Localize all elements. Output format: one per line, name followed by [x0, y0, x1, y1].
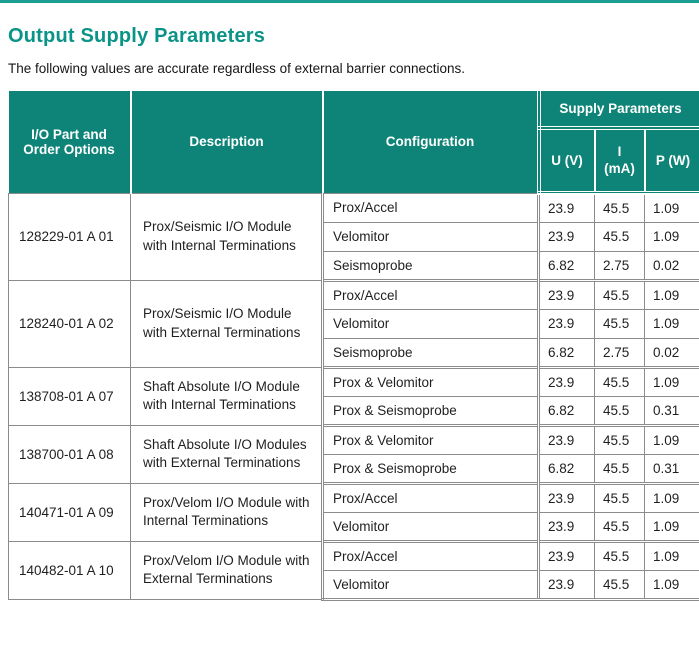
column-header-part: I/O Part and Order Options	[8, 91, 131, 193]
u-value-cell: 6.82	[537, 453, 595, 484]
table-row: Velomitor 23.9 45.5 1.09	[9, 569, 699, 601]
i-value-cell: 45.5	[594, 539, 645, 571]
table-row: 140482-01 A 10 Prox/Velom I/O Module wit…	[8, 539, 699, 600]
configuration-cell: Prox & Velomitor	[321, 423, 539, 455]
table-body: 128229-01 A 01 Prox/Seismic I/O Module w…	[8, 192, 699, 601]
part-cell: 140482-01 A 10	[8, 540, 131, 600]
u-value-cell: 23.9	[537, 365, 595, 397]
configuration-cell: Prox/Accel	[321, 278, 539, 310]
u-value-cell: 23.9	[537, 192, 595, 223]
table-row: Velomitor 23.9 45.5 1.09	[9, 221, 699, 252]
p-value-cell: 0.02	[643, 337, 699, 368]
i-value-cell: 45.5	[594, 308, 645, 339]
configuration-cell: Prox/Accel	[321, 481, 539, 513]
output-supply-parameters-table: I/O Part and Order Options Description C…	[8, 91, 699, 601]
column-header-supply-parameters: Supply Parameters	[536, 91, 699, 130]
configuration-cell: Seismoprobe	[321, 250, 539, 281]
table-row: 128229-01 A 01 Prox/Seismic I/O Module w…	[8, 192, 699, 281]
description-cell: Prox/Velom I/O Module with External Term…	[130, 540, 323, 600]
u-value-cell: 6.82	[537, 395, 595, 426]
part-cell: 138708-01 A 07	[8, 366, 131, 426]
document-page: Output Supply Parameters The following v…	[0, 25, 699, 601]
i-value-cell: 45.5	[594, 511, 645, 542]
configuration-cell: Velomitor	[321, 511, 539, 542]
p-value-cell: 1.09	[643, 365, 699, 397]
configuration-cell: Velomitor	[321, 569, 539, 601]
part-cell: 128240-01 A 02	[8, 279, 131, 368]
p-value-cell: 1.09	[643, 192, 699, 223]
i-value-cell: 45.5	[594, 395, 645, 426]
i-value-cell: 45.5	[594, 569, 645, 601]
p-value-cell: 1.09	[643, 481, 699, 513]
u-value-cell: 23.9	[537, 221, 595, 252]
p-value-cell: 1.09	[643, 423, 699, 455]
i-value-cell: 45.5	[594, 365, 645, 397]
table-row: Prox & Seismoprobe 6.82 45.5 0.31	[9, 395, 699, 426]
p-value-cell: 1.09	[643, 221, 699, 252]
part-cell: 140471-01 A 09	[8, 482, 131, 542]
table-header: I/O Part and Order Options Description C…	[8, 91, 699, 195]
page-title: Output Supply Parameters	[8, 25, 266, 47]
part-cell: 138700-01 A 08	[8, 424, 131, 484]
table-row: 138708-01 A 07 Shaft Absolute I/O Module…	[8, 365, 699, 426]
p-value-cell: 0.31	[643, 395, 699, 426]
u-value-cell: 23.9	[537, 569, 595, 601]
page-top-accent-bar	[0, 0, 699, 3]
u-value-cell: 23.9	[537, 308, 595, 339]
table-row: Velomitor 23.9 45.5 1.09	[9, 511, 699, 542]
u-value-cell: 23.9	[537, 423, 595, 455]
page-subtitle: The following values are accurate regard…	[8, 61, 465, 76]
column-header-p-w: P (W)	[643, 128, 699, 195]
description-cell: Shaft Absolute I/O Modules with External…	[130, 424, 323, 484]
configuration-cell: Prox/Accel	[321, 539, 539, 571]
i-value-cell: 45.5	[594, 192, 645, 223]
u-value-cell: 6.82	[537, 337, 595, 368]
u-value-cell: 23.9	[537, 511, 595, 542]
configuration-cell: Prox & Seismoprobe	[321, 395, 539, 426]
description-cell: Shaft Absolute I/O Module with Internal …	[130, 366, 323, 426]
p-value-cell: 1.09	[643, 308, 699, 339]
configuration-cell: Velomitor	[321, 221, 539, 252]
i-value-cell: 2.75	[594, 337, 645, 368]
column-header-description: Description	[129, 91, 323, 193]
table-row: Seismoprobe 6.82 2.75 0.02	[9, 337, 699, 368]
table-row: 140471-01 A 09 Prox/Velom I/O Module wit…	[8, 481, 699, 542]
description-cell: Prox/Seismic I/O Module with Internal Te…	[130, 192, 323, 281]
table-row: Prox & Seismoprobe 6.82 45.5 0.31	[9, 453, 699, 484]
column-header-configuration: Configuration	[321, 91, 539, 193]
configuration-cell: Prox & Seismoprobe	[321, 453, 539, 484]
i-value-cell: 45.5	[594, 453, 645, 484]
table-row: Velomitor 23.9 45.5 1.09	[9, 308, 699, 339]
i-value-cell: 45.5	[594, 481, 645, 513]
table-row: 128240-01 A 02 Prox/Seismic I/O Module w…	[8, 278, 699, 368]
u-value-cell: 6.82	[537, 250, 595, 281]
p-value-cell: 1.09	[643, 569, 699, 601]
configuration-cell: Seismoprobe	[321, 337, 539, 368]
u-value-cell: 23.9	[537, 481, 595, 513]
i-value-cell: 45.5	[594, 278, 645, 310]
table-row: 138700-01 A 08 Shaft Absolute I/O Module…	[8, 423, 699, 484]
i-value-cell: 2.75	[594, 250, 645, 281]
p-value-cell: 1.09	[643, 539, 699, 571]
description-cell: Prox/Velom I/O Module with Internal Term…	[130, 482, 323, 542]
p-value-cell: 0.31	[643, 453, 699, 484]
u-value-cell: 23.9	[537, 278, 595, 310]
description-cell: Prox/Seismic I/O Module with External Te…	[130, 279, 323, 368]
p-value-cell: 1.09	[643, 278, 699, 310]
configuration-cell: Velomitor	[321, 308, 539, 339]
header-row-supply-sub: U (V) I (mA) P (W)	[9, 128, 699, 195]
configuration-cell: Prox/Accel	[321, 192, 539, 223]
column-header-u-v: U (V)	[536, 128, 595, 195]
i-value-cell: 45.5	[594, 423, 645, 455]
header-row-main: I/O Part and Order Options Description C…	[8, 91, 699, 193]
configuration-cell: Prox & Velomitor	[321, 365, 539, 397]
column-header-i-ma: I (mA)	[593, 128, 645, 195]
u-value-cell: 23.9	[537, 539, 595, 571]
p-value-cell: 1.09	[643, 511, 699, 542]
table-row: Seismoprobe 6.82 2.75 0.02	[9, 250, 699, 281]
p-value-cell: 0.02	[643, 250, 699, 281]
part-cell: 128229-01 A 01	[8, 192, 131, 281]
i-value-cell: 45.5	[594, 221, 645, 252]
